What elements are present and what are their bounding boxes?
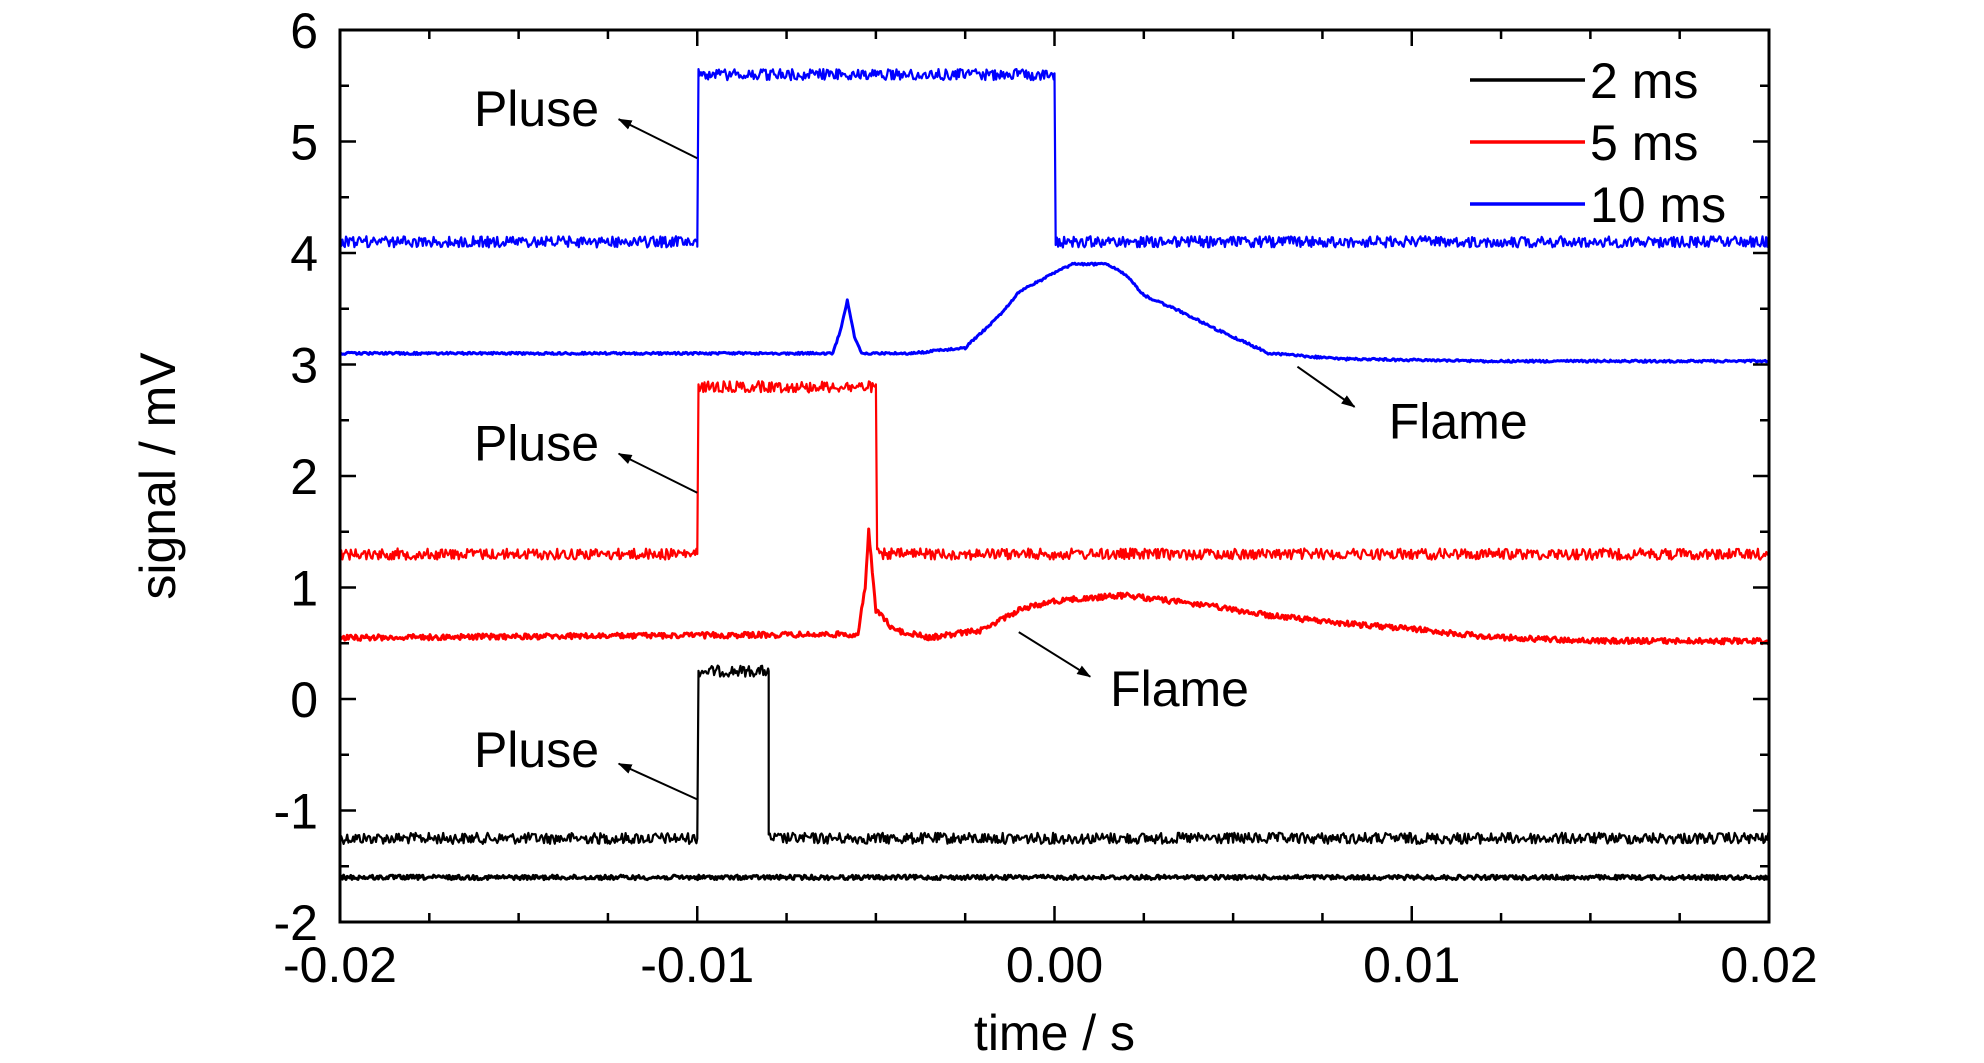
x-tick-label: 0.02 <box>1720 937 1817 993</box>
annotation-label: Pluse <box>474 81 599 137</box>
annotation-arrow <box>617 452 698 494</box>
annotation-arrow <box>617 118 698 160</box>
legend-label: 2 ms <box>1590 53 1698 109</box>
annotation-label: Flame <box>1389 393 1528 449</box>
annotation-label: Flame <box>1110 661 1249 717</box>
series-line-5ms-flame <box>338 527 1771 646</box>
series-line-2ms-pulse <box>338 664 1771 845</box>
y-tick-label: 5 <box>290 115 318 171</box>
y-tick-label: 4 <box>290 226 318 282</box>
series-line-10ms-pulse <box>339 68 1771 249</box>
ticks-layer: -0.02 -0.01 0.00 0.01 0.02 -2 -1 0 1 2 3 4 5 6 <box>274 3 1818 993</box>
annotation-label: Pluse <box>474 416 599 472</box>
annotation-arrow <box>617 762 698 801</box>
y-tick-label: 1 <box>290 561 318 617</box>
annotation-layer: Pluse Flame Pluse Flame Pluse <box>474 81 1528 801</box>
series-line-5ms-pulse <box>339 380 1771 561</box>
series-line-2ms-flame <box>338 873 1770 882</box>
legend-label: 5 ms <box>1590 115 1698 171</box>
annotation-label: Pluse <box>474 722 599 778</box>
legend-label: 10 ms <box>1590 177 1726 233</box>
x-tick-label: -0.02 <box>283 937 397 993</box>
y-tick-label: 3 <box>290 338 318 394</box>
y-tick-label: 2 <box>290 449 318 505</box>
series-line-10ms-flame <box>339 261 1771 364</box>
x-axis-title: time / s <box>974 1005 1135 1061</box>
y-axis-title: signal / mV <box>130 352 186 600</box>
x-tick-label: 0.01 <box>1363 937 1460 993</box>
y-tick-label: -2 <box>274 895 318 951</box>
annotation-arrow <box>1296 365 1356 408</box>
legend: 2 ms 5 ms 10 ms <box>1470 53 1726 233</box>
series-layer <box>338 68 1771 882</box>
x-tick-label: 0.00 <box>1006 937 1103 993</box>
x-tick-label: -0.01 <box>640 937 754 993</box>
y-tick-label: 0 <box>290 672 318 728</box>
annotation-arrow <box>1018 631 1092 678</box>
y-tick-label: 6 <box>290 3 318 59</box>
y-tick-label: -1 <box>274 784 318 840</box>
